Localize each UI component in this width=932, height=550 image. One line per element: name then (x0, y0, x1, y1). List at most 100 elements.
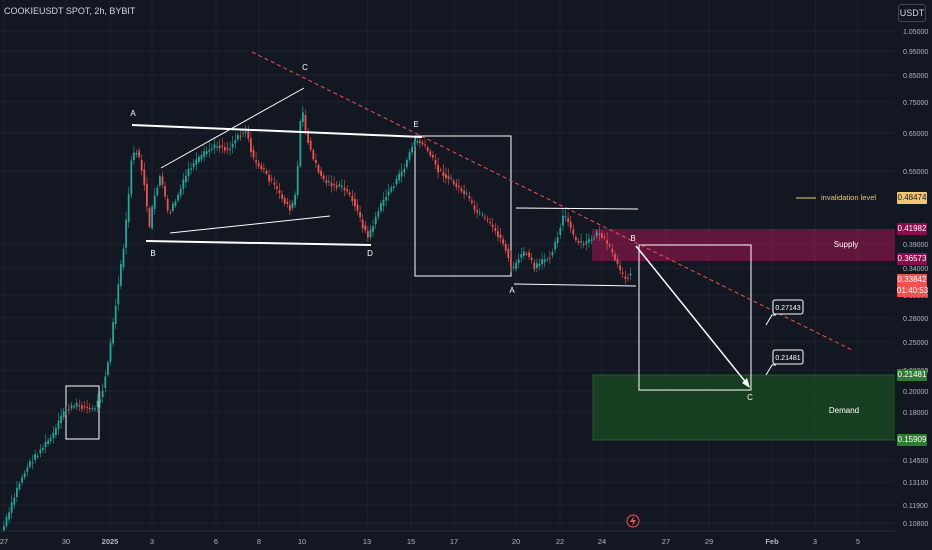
candle-body (361, 219, 364, 229)
candle-body (47, 440, 49, 444)
candle-body (507, 248, 510, 259)
time-tick-label: 13 (363, 537, 371, 546)
candle-body (517, 259, 520, 264)
candle-body (140, 160, 143, 171)
candle-body (528, 252, 530, 257)
candle-body (582, 244, 585, 246)
time-tick-label: 24 (598, 537, 606, 546)
candle-body (291, 202, 294, 209)
candle-body (182, 179, 185, 189)
candle-body (250, 138, 252, 153)
candle-body (497, 231, 499, 237)
callout-1-box[interactable] (772, 299, 804, 315)
candle-body (476, 210, 478, 213)
price-tick-label: 0.13100 (903, 480, 928, 487)
current-price-tag: 0.33842 (897, 274, 927, 286)
lightning-icon[interactable] (626, 514, 640, 528)
candle-body (458, 186, 460, 188)
candle-body (68, 409, 70, 411)
supply-bottom-price-tag: 0.36573 (897, 253, 927, 265)
candle-body (374, 216, 377, 225)
candle-body (575, 237, 577, 241)
projection-box (638, 244, 752, 391)
wave-label-b: B (150, 249, 155, 258)
time-tick-label: 5 (856, 537, 860, 546)
candle-body (34, 454, 36, 460)
candle-body (465, 192, 468, 194)
candle-body (10, 502, 13, 513)
candle-body (268, 174, 270, 182)
candle-body (112, 322, 114, 344)
candle-body (224, 147, 226, 151)
candle-body (569, 221, 572, 229)
price-tick-label: 0.39000 (903, 242, 928, 249)
countdown-tag: 01:40:53 (897, 285, 929, 297)
candle-body (629, 273, 632, 276)
candle-body (86, 407, 88, 409)
candle-body (255, 160, 257, 163)
candle-body (78, 405, 81, 407)
demand-label: Demand (829, 406, 859, 415)
candle-body (523, 251, 525, 256)
candle-body (109, 342, 112, 362)
candle-body (226, 148, 229, 150)
time-axis-background (0, 531, 895, 550)
candle-body (99, 399, 101, 403)
callout-2-pointer (765, 364, 776, 376)
candle-body (611, 249, 614, 253)
candle-body (270, 178, 273, 180)
price-tick-label: 0.14500 (903, 458, 928, 465)
candle-body (36, 455, 39, 457)
invalidation-price-tag: 0.48474 (897, 192, 927, 204)
candle-body (567, 218, 569, 223)
candle-body (26, 467, 29, 473)
candle-body (608, 244, 611, 247)
candle-body (473, 205, 476, 211)
candle-body (156, 187, 159, 195)
candle-body (400, 171, 403, 177)
candle-body (151, 206, 153, 229)
time-tick-label: 20 (512, 537, 520, 546)
chart-grid (0, 0, 895, 531)
candle-body (359, 212, 361, 218)
price-tick-label: 0.95000 (903, 49, 928, 56)
candle-body (138, 150, 140, 158)
candle-body (333, 184, 335, 186)
candle-body (455, 183, 458, 187)
candle-body (174, 201, 177, 206)
range-bottom-line (513, 283, 637, 287)
candle-body (445, 174, 447, 179)
candle-body (426, 147, 429, 152)
candle-body (60, 415, 62, 424)
candle-body (239, 135, 242, 137)
candle-body (192, 163, 195, 168)
candle-body (244, 131, 247, 133)
candle-body (393, 186, 395, 188)
arrow-head (742, 378, 750, 388)
candle-body (252, 149, 255, 158)
candle-body (564, 216, 567, 218)
candle-body (179, 188, 182, 196)
price-tick-label: 0.75000 (903, 100, 928, 107)
candle-body (231, 143, 234, 148)
wave-label-d: D (367, 249, 373, 258)
candle-body (424, 144, 426, 146)
symbol-title[interactable]: COOKIEUSDT SPOT, 2h, BYBIT (4, 6, 136, 16)
candle-body (208, 149, 211, 152)
time-tick-label: 17 (450, 537, 458, 546)
candle-body (273, 182, 276, 185)
candle-body (216, 146, 218, 148)
candle-body (205, 151, 208, 155)
candle-body (572, 229, 575, 235)
time-axis[interactable]: 27 30 2025 3 6 8 10 13 15 17 20 22 24 27 29 Feb 3 5 (0, 537, 860, 546)
callout-2-box[interactable] (772, 349, 804, 365)
price-tick-label: 0.11900 (903, 503, 928, 510)
currency-button[interactable]: USDT (898, 4, 926, 22)
candle-body (309, 140, 312, 150)
time-tick-label: 30 (62, 537, 70, 546)
candle-body (304, 115, 307, 131)
candle-body (543, 259, 546, 263)
candle-body (213, 144, 216, 149)
